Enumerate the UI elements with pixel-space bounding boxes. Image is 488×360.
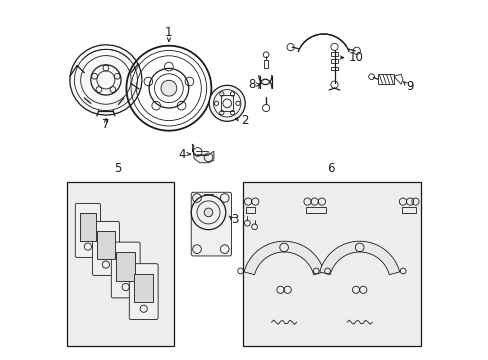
Text: 8: 8	[247, 78, 255, 91]
Text: 1: 1	[165, 26, 172, 39]
Bar	[377, 74, 393, 84]
FancyBboxPatch shape	[75, 203, 101, 257]
FancyBboxPatch shape	[191, 192, 231, 256]
FancyBboxPatch shape	[129, 264, 158, 320]
Text: 7: 7	[102, 118, 109, 131]
Text: 4: 4	[178, 148, 186, 161]
Bar	[221, 95, 232, 111]
Bar	[97, 231, 115, 258]
Circle shape	[161, 80, 177, 96]
Circle shape	[209, 85, 244, 121]
Text: 5: 5	[114, 162, 121, 175]
Text: 6: 6	[326, 162, 334, 175]
Bar	[242, 182, 420, 346]
Ellipse shape	[70, 45, 142, 115]
Bar	[330, 67, 337, 70]
Bar	[116, 252, 135, 281]
Text: 10: 10	[348, 51, 363, 64]
Text: 3: 3	[231, 213, 238, 226]
Bar	[330, 59, 337, 63]
FancyBboxPatch shape	[92, 221, 119, 275]
Polygon shape	[192, 144, 213, 163]
Text: 2: 2	[241, 114, 248, 127]
Bar	[305, 207, 325, 213]
Circle shape	[204, 208, 212, 217]
Polygon shape	[244, 241, 324, 275]
Bar	[401, 207, 415, 213]
Text: 9: 9	[406, 80, 413, 93]
Bar	[264, 60, 268, 68]
FancyBboxPatch shape	[111, 242, 140, 298]
Bar	[67, 182, 173, 346]
Bar	[134, 274, 153, 302]
Bar	[246, 207, 255, 213]
Bar	[330, 52, 337, 56]
Polygon shape	[319, 241, 399, 275]
Bar	[80, 213, 96, 240]
